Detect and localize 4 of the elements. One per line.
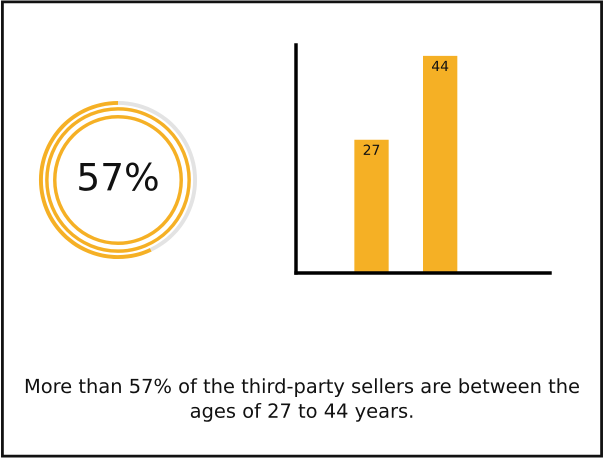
text: 57% bbox=[79, 162, 158, 191]
data-label: 44 bbox=[432, 60, 448, 71]
text: More than 57% of the third-party sellers are between the ages of 27 to 44 years. bbox=[26, 378, 579, 422]
data-label: 27 bbox=[364, 144, 380, 155]
